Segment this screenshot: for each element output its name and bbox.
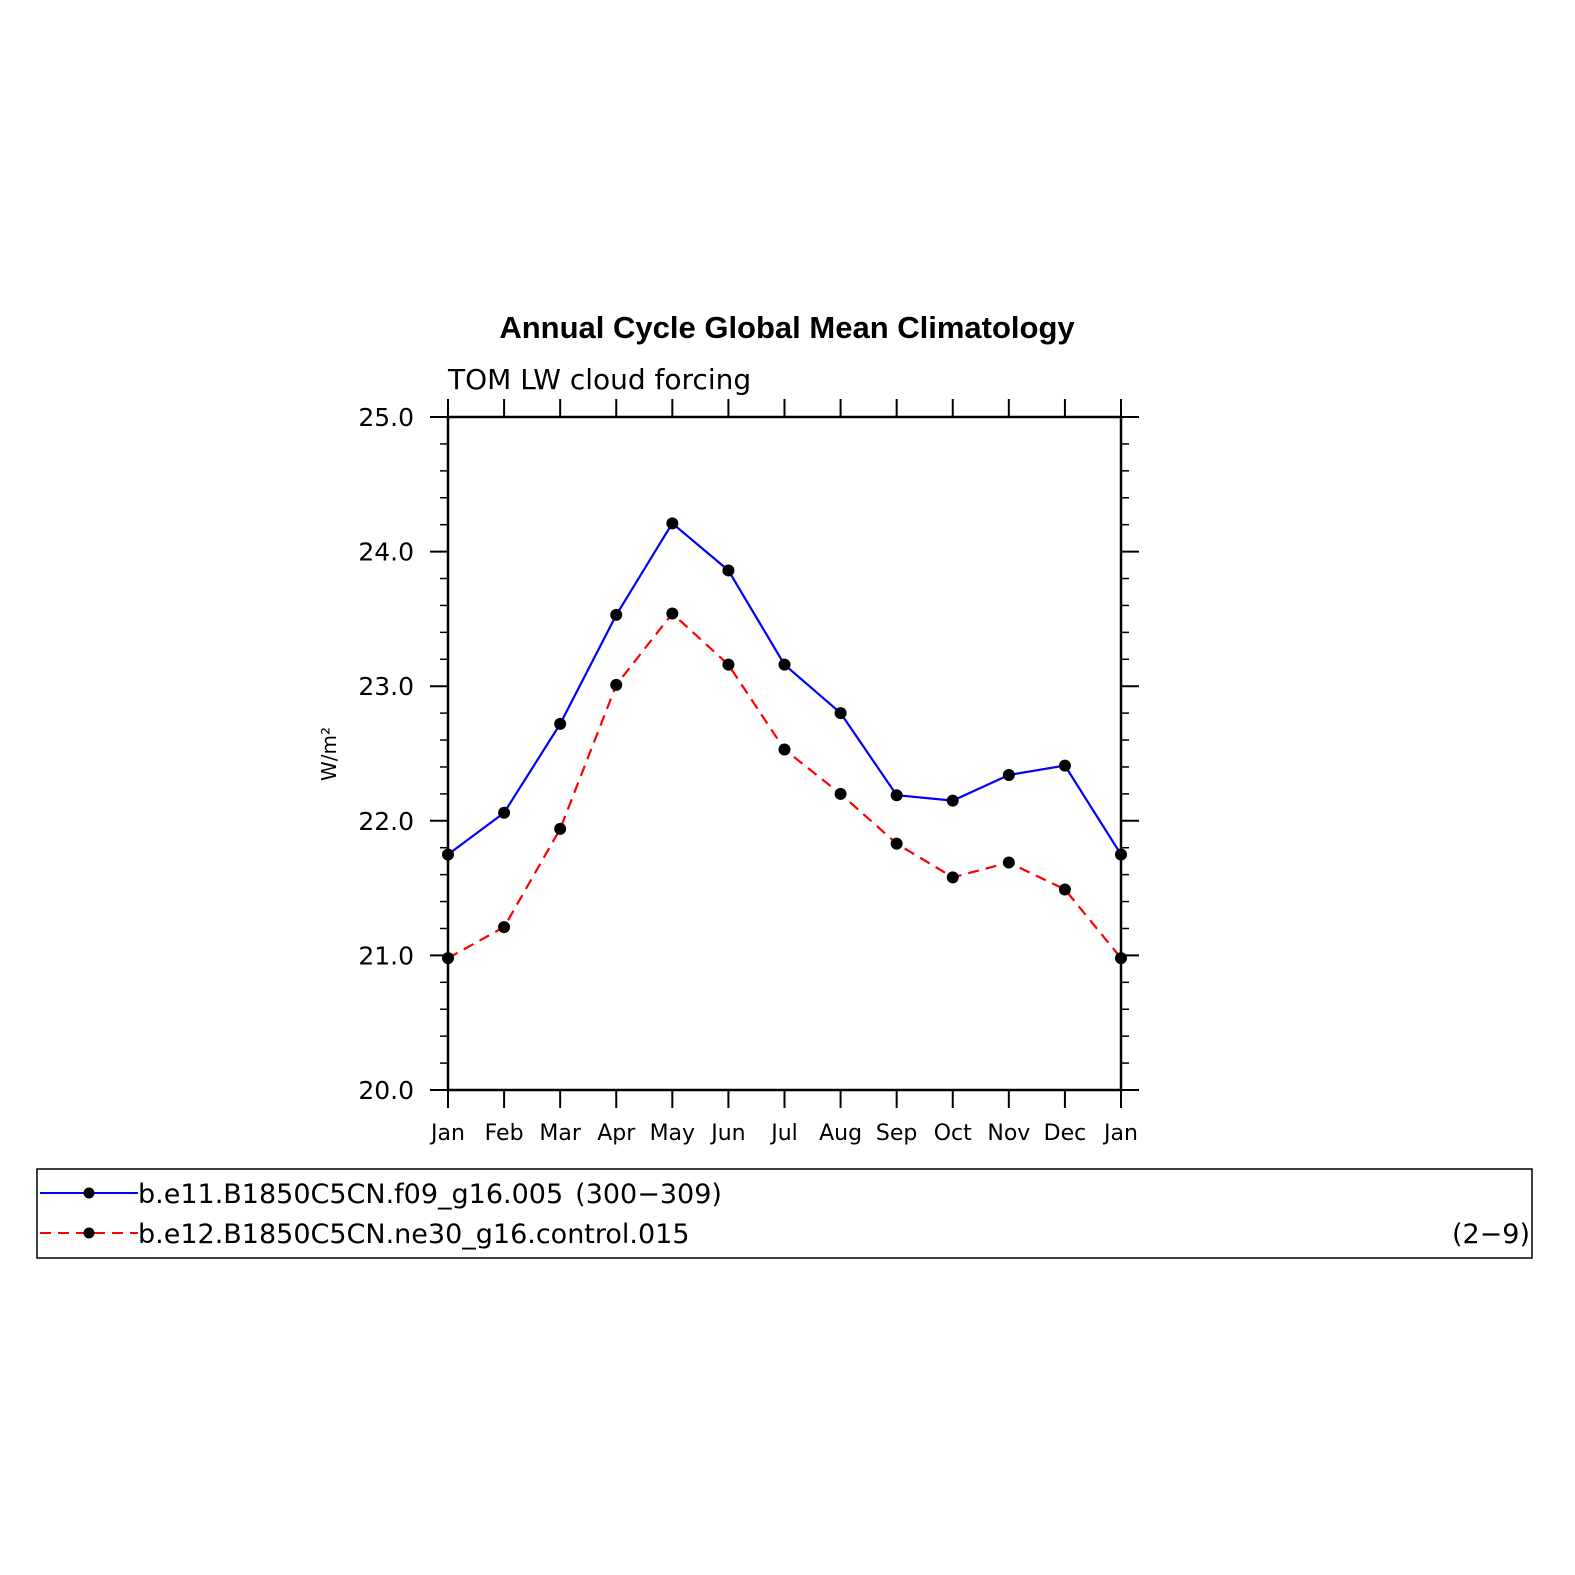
chart-title: Annual Cycle Global Mean Climatology <box>499 310 1075 345</box>
series-1-point <box>498 806 511 819</box>
series-1-point <box>610 608 623 621</box>
x-tick-label: Sep <box>876 1121 917 1146</box>
series-line-1 <box>447 522 1122 856</box>
series-1-point <box>1058 759 1071 772</box>
series-2-point <box>666 607 679 620</box>
legend: b.e11.B1850C5CN.f09_g16.005 (300−309) b.e… <box>36 1168 1533 1259</box>
series-1-point <box>890 789 903 802</box>
x-tick-label: Oct <box>934 1121 972 1146</box>
legend-label-1: b.e11.B1850C5CN.f09_g16.005 (300−309) <box>138 1179 722 1210</box>
series-2-point <box>834 787 847 800</box>
x-tick-label: Nov <box>987 1121 1030 1146</box>
legend-box <box>36 1168 1533 1259</box>
series-2-point <box>1115 952 1127 965</box>
series-1-point <box>722 564 735 577</box>
series-2-point <box>722 658 735 671</box>
series-1-point <box>946 794 959 807</box>
legend-series-name-2: b.e12.B1850C5CN.ne30_g16.control.015 <box>138 1219 690 1250</box>
series-1-point <box>554 717 567 730</box>
y-axis-label: W/m² <box>317 727 341 781</box>
series-2-point <box>946 871 959 884</box>
series-1-point <box>834 707 847 720</box>
series-2-point <box>1002 856 1015 869</box>
y-tick-label: 20.0 <box>358 1076 414 1105</box>
y-tick-label: 21.0 <box>358 941 414 970</box>
axes: 20.0 21.0 22.0 23.0 24.0 25.0 Jan Feb Mar Apr May J… <box>358 399 1139 1146</box>
series-2-point <box>778 743 791 756</box>
series-2-point <box>610 678 623 691</box>
y-tick-label: 22.0 <box>358 807 414 836</box>
series-1-point <box>778 658 791 671</box>
x-tick-label: Jan <box>1102 1121 1138 1146</box>
series-2-point <box>554 822 567 835</box>
x-tick-label: Dec <box>1044 1121 1087 1146</box>
series-2-point <box>442 952 454 965</box>
series-1-point <box>1115 848 1127 861</box>
x-tick-label: Apr <box>597 1121 636 1146</box>
x-tick-label: Jan <box>429 1121 465 1146</box>
x-tick-label: May <box>650 1121 695 1146</box>
series-1-point <box>666 517 679 530</box>
y-tick-label: 24.0 <box>358 538 414 567</box>
legend-marker-2 <box>83 1227 95 1239</box>
series-1-point <box>442 848 454 861</box>
legend-entry-2: b.e12.B1850C5CN.ne30_g16.control.015 (2−… <box>40 1219 1530 1250</box>
x-tick-label: Jun <box>709 1121 745 1146</box>
series-1-point <box>1002 769 1015 782</box>
x-tick-label: Feb <box>485 1121 524 1146</box>
x-tick-label: Jul <box>769 1121 798 1146</box>
plot-series <box>442 517 1127 965</box>
legend-years-2: (2−9) <box>1452 1219 1530 1250</box>
legend-marker-1 <box>83 1187 95 1199</box>
legend-years-1: (300−309) <box>575 1179 722 1210</box>
series-2-point <box>498 921 511 934</box>
legend-series-name-1: b.e11.B1850C5CN.f09_g16.005 <box>138 1179 563 1210</box>
x-tick-label: Mar <box>539 1121 581 1146</box>
legend-entry-1: b.e11.B1850C5CN.f09_g16.005 (300−309) <box>40 1179 722 1210</box>
chart-subtitle: TOM LW cloud forcing <box>447 363 751 396</box>
x-tick-label: Aug <box>819 1121 862 1146</box>
y-tick-label: 23.0 <box>358 672 414 701</box>
y-tick-label: 25.0 <box>358 403 414 432</box>
series-2-point <box>890 837 903 850</box>
series-2-point <box>1058 883 1071 896</box>
